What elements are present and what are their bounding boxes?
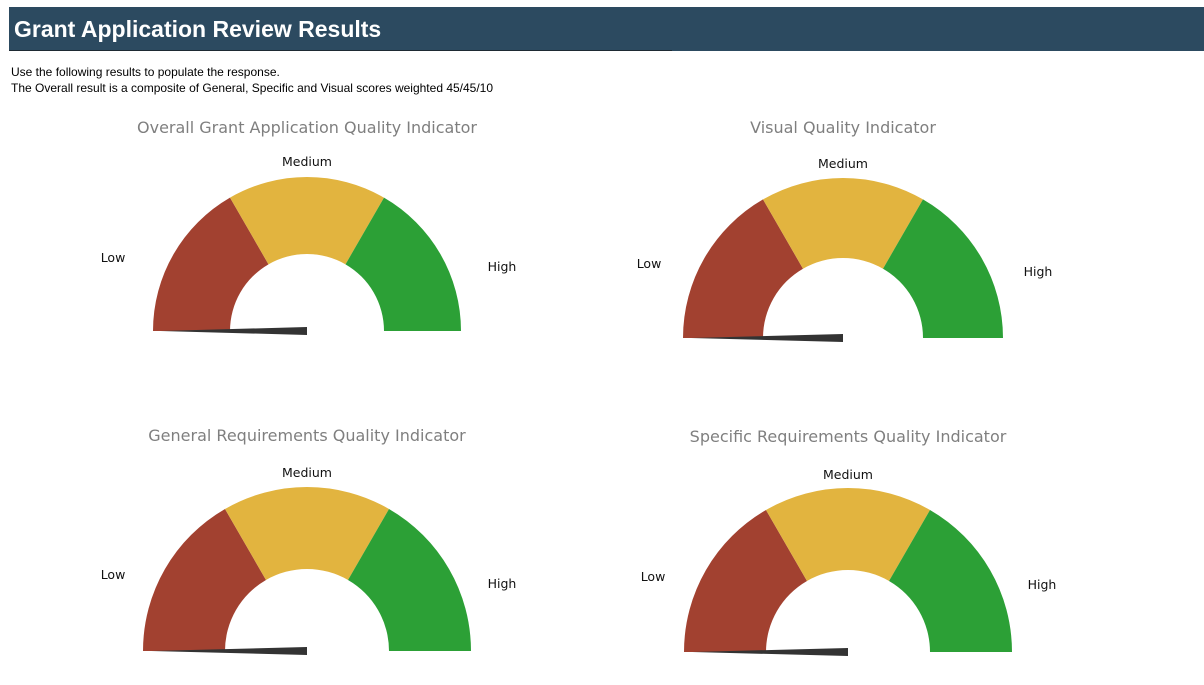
gauge-label-high: High xyxy=(488,576,517,591)
gauge-label-high: High xyxy=(488,259,517,274)
gauge-needle xyxy=(160,327,307,335)
gauge-band-high xyxy=(348,508,471,651)
gauge-label-low: Low xyxy=(101,250,126,265)
gauge-needle xyxy=(692,648,848,656)
header-bar xyxy=(9,7,1204,51)
note-line-2: The Overall result is a composite of Gen… xyxy=(11,81,494,95)
gauge-band-medium xyxy=(763,177,923,269)
gauge-label-high: High xyxy=(1024,264,1053,279)
gauge-label-medium: Medium xyxy=(282,154,332,169)
header-underline xyxy=(9,50,672,51)
gauge-label-medium: Medium xyxy=(818,156,868,171)
gauge-label-low: Low xyxy=(101,567,126,582)
gauge-band-high xyxy=(883,199,1003,338)
gauge-visual-quality-indicator: Visual Quality Indicator Low Medium High xyxy=(637,118,1053,342)
gauge-band-medium xyxy=(230,177,384,265)
notes: Use the following results to populate th… xyxy=(11,64,493,96)
gauge-needle xyxy=(151,647,307,655)
gauge-label-low: Low xyxy=(637,256,662,271)
gauge-needle xyxy=(691,334,843,342)
gauge-title: General Requirements Quality Indicator xyxy=(148,426,466,445)
gauge-title: Overall Grant Application Quality Indica… xyxy=(137,118,477,137)
gauge-band-medium xyxy=(225,487,389,580)
gauge-band-high xyxy=(889,509,1012,652)
gauge-band-low xyxy=(684,509,807,652)
gauge-label-low: Low xyxy=(641,569,666,584)
gauge-title: Specific Requirements Quality Indicator xyxy=(690,427,1007,446)
gauge-band-high xyxy=(345,197,461,331)
gauge-specific-requirements-quality-indicator: Specific Requirements Quality Indicator L… xyxy=(641,427,1057,656)
page-title: Grant Application Review Results xyxy=(14,16,382,42)
gauge-general-requirements-quality-indicator: General Requirements Quality Indicator Lo… xyxy=(101,426,517,655)
gauge-band-low xyxy=(143,508,266,651)
note-line-1: Use the following results to populate th… xyxy=(11,65,280,79)
gauge-title: Visual Quality Indicator xyxy=(750,118,936,137)
gauge-band-low xyxy=(153,197,269,331)
gauge-band-medium xyxy=(766,487,930,581)
gauge-label-medium: Medium xyxy=(282,465,332,480)
gauge-label-high: High xyxy=(1028,577,1057,592)
gauge-label-medium: Medium xyxy=(823,467,873,482)
gauge-band-low xyxy=(683,199,803,338)
gauge-overall-grant-application-quality-indicator: Overall Grant Application Quality Indica… xyxy=(101,118,517,335)
